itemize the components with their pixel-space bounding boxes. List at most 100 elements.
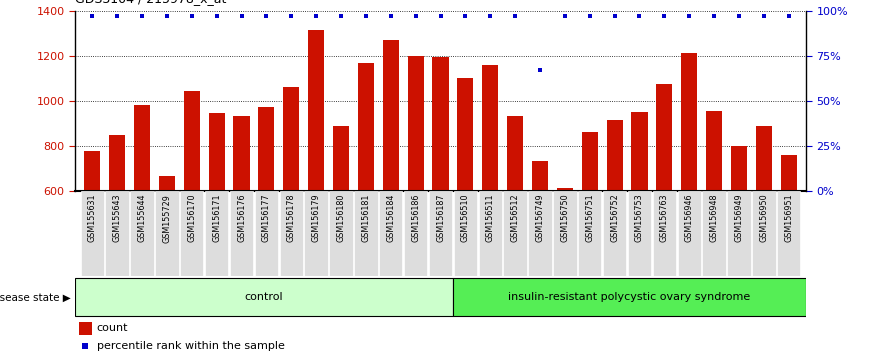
Text: GSM156187: GSM156187 <box>436 194 445 242</box>
Bar <box>482 65 499 191</box>
Bar <box>656 84 672 191</box>
Point <box>732 13 746 19</box>
Point <box>781 13 796 19</box>
Bar <box>180 191 204 276</box>
Bar <box>581 132 598 191</box>
Text: GSM156749: GSM156749 <box>536 194 544 242</box>
Bar <box>85 151 100 191</box>
Text: insulin-resistant polycystic ovary syndrome: insulin-resistant polycystic ovary syndr… <box>508 292 751 302</box>
Bar <box>305 191 328 276</box>
Bar <box>677 191 701 276</box>
Bar <box>403 191 427 276</box>
Point <box>110 13 124 19</box>
Point <box>259 13 273 19</box>
Text: GSM156946: GSM156946 <box>685 194 693 242</box>
Text: GSM156170: GSM156170 <box>188 194 196 242</box>
Bar <box>184 91 200 191</box>
Text: GSM156184: GSM156184 <box>386 194 396 242</box>
Bar <box>653 191 676 276</box>
Bar <box>130 191 153 276</box>
Bar <box>731 146 747 191</box>
Point <box>558 13 572 19</box>
FancyBboxPatch shape <box>453 278 806 316</box>
Bar <box>78 322 92 335</box>
Bar <box>155 191 179 276</box>
Text: GSM156763: GSM156763 <box>660 194 669 242</box>
Text: GSM156180: GSM156180 <box>337 194 345 242</box>
Bar <box>578 191 602 276</box>
Bar <box>457 78 473 191</box>
Text: GSM156753: GSM156753 <box>635 194 644 242</box>
Point <box>78 343 93 349</box>
Point <box>608 13 622 19</box>
Text: GSM156512: GSM156512 <box>511 194 520 242</box>
Bar <box>279 191 303 276</box>
Bar <box>308 30 324 191</box>
Bar <box>503 191 527 276</box>
Bar <box>354 191 378 276</box>
Text: GSM156186: GSM156186 <box>411 194 420 242</box>
Text: GSM156171: GSM156171 <box>212 194 221 242</box>
Bar <box>233 115 249 191</box>
Bar <box>532 161 548 191</box>
Point <box>633 13 647 19</box>
Bar <box>230 191 253 276</box>
Bar <box>702 191 726 276</box>
Bar <box>606 120 623 191</box>
Text: control: control <box>245 292 283 302</box>
Bar <box>781 155 796 191</box>
Bar <box>379 191 403 276</box>
Text: count: count <box>97 323 129 333</box>
Bar <box>382 40 399 191</box>
Text: GSM155729: GSM155729 <box>162 194 172 242</box>
Bar <box>333 126 349 191</box>
Text: GDS3104 / 215978_x_at: GDS3104 / 215978_x_at <box>75 0 226 5</box>
Bar <box>777 191 801 276</box>
Bar <box>358 63 374 191</box>
Bar <box>109 135 125 191</box>
Bar <box>283 87 300 191</box>
Point <box>483 13 497 19</box>
Bar <box>106 191 129 276</box>
Text: GSM155631: GSM155631 <box>88 194 97 242</box>
Bar <box>329 191 352 276</box>
Bar <box>553 191 576 276</box>
Point <box>409 13 423 19</box>
Bar <box>603 191 626 276</box>
Point <box>159 13 174 19</box>
Bar <box>728 191 751 276</box>
Point <box>657 13 671 19</box>
Point <box>458 13 472 19</box>
Bar <box>454 191 478 276</box>
Text: GSM156751: GSM156751 <box>585 194 594 242</box>
Bar <box>681 53 697 191</box>
Point <box>234 13 248 19</box>
Bar <box>632 112 648 191</box>
Point <box>533 67 547 73</box>
Bar <box>529 191 552 276</box>
Text: disease state ▶: disease state ▶ <box>0 292 70 302</box>
Point <box>309 13 323 19</box>
Point <box>508 13 522 19</box>
Text: GSM156178: GSM156178 <box>287 194 296 242</box>
Point <box>334 13 348 19</box>
Bar <box>628 191 651 276</box>
Bar <box>507 115 523 191</box>
Text: GSM155643: GSM155643 <box>113 194 122 242</box>
Point <box>185 13 199 19</box>
Text: GSM156951: GSM156951 <box>784 194 793 242</box>
Text: GSM156752: GSM156752 <box>611 194 619 242</box>
Point <box>135 13 149 19</box>
Point <box>757 13 771 19</box>
Bar <box>209 113 225 191</box>
Bar <box>433 57 448 191</box>
Text: GSM156950: GSM156950 <box>759 194 768 242</box>
Text: GSM156750: GSM156750 <box>560 194 569 242</box>
Point <box>707 13 722 19</box>
Bar <box>752 191 775 276</box>
Text: GSM156949: GSM156949 <box>735 194 744 242</box>
Bar <box>134 105 150 191</box>
Point <box>582 13 596 19</box>
Bar <box>408 56 424 191</box>
FancyBboxPatch shape <box>75 278 453 316</box>
